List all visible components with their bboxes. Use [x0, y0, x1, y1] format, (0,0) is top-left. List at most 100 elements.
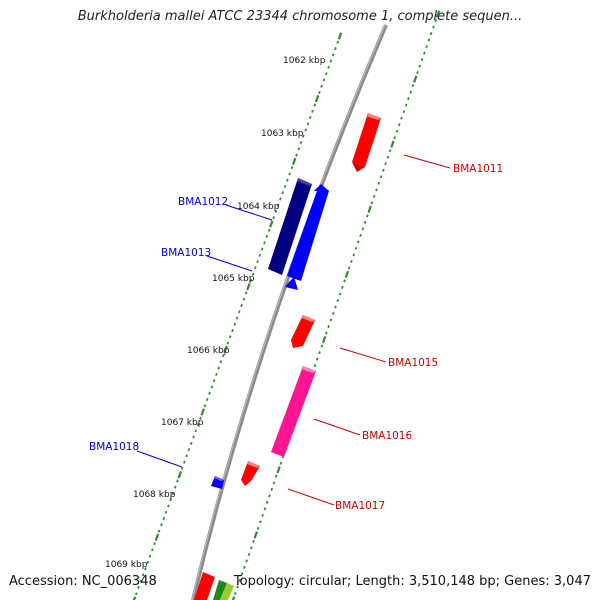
- kbp-label: 1066 kbp: [187, 346, 230, 356]
- tick-mark: [306, 122, 310, 126]
- gene-BMA1017[interactable]: [241, 461, 260, 486]
- tick-mark: [205, 397, 209, 402]
- tick-mark: [180, 466, 184, 470]
- gene-label-BMA1013[interactable]: BMA1013: [161, 247, 211, 259]
- tick-mark: [212, 379, 216, 383]
- tick-mark: [331, 53, 335, 57]
- tick-mark: [283, 184, 287, 188]
- tick-mark: [425, 45, 428, 49]
- gene-label-BMA1012[interactable]: BMA1012: [178, 196, 228, 208]
- tick-mark: [324, 72, 328, 76]
- tick-mark: [274, 474, 278, 478]
- tick-mark: [288, 172, 291, 176]
- tick-mark: [429, 31, 433, 36]
- tick-mark: [322, 78, 326, 82]
- tick-mark: [252, 539, 255, 543]
- tick-mark: [308, 115, 312, 120]
- tick-mark: [200, 408, 205, 416]
- tick-mark: [276, 466, 281, 474]
- gene-BMA1018[interactable]: [211, 476, 224, 489]
- tick-mark: [183, 460, 186, 464]
- tick-mark: [313, 103, 317, 107]
- reverse-strand-ticks: [132, 32, 343, 600]
- tick-mark: [314, 95, 320, 103]
- gene-BMA1011[interactable]: [352, 113, 381, 172]
- tick-mark: [139, 579, 143, 583]
- tick-mark: [260, 247, 264, 251]
- tick-mark: [187, 448, 191, 452]
- tick-mark: [237, 310, 241, 314]
- kbp-label: 1069 kbp: [105, 560, 148, 570]
- tick-mark: [416, 71, 419, 75]
- tick-mark: [154, 533, 160, 541]
- tick-mark: [286, 178, 289, 182]
- tick-mark: [299, 140, 303, 145]
- tick-mark: [217, 366, 220, 370]
- tick-mark: [382, 168, 385, 172]
- gene-label-BMA1011[interactable]: BMA1011: [453, 163, 503, 175]
- tick-mark: [435, 10, 441, 18]
- tick-mark: [153, 542, 156, 546]
- kbp-label: 1063 kbp: [261, 129, 304, 139]
- tick-mark: [221, 354, 225, 358]
- tick-mark: [146, 560, 150, 564]
- tick-mark: [363, 220, 367, 224]
- tick-mark: [359, 233, 362, 237]
- gene-BMA1012[interactable]: [268, 178, 312, 275]
- tick-mark: [144, 567, 147, 571]
- tick-mark: [320, 344, 324, 348]
- kbp-label: 1065 kbp: [212, 274, 255, 284]
- gene-label-BMA1017[interactable]: BMA1017: [335, 500, 385, 512]
- tick-mark: [337, 32, 343, 40]
- gene-label-BMA1015[interactable]: BMA1015: [388, 357, 438, 369]
- tick-mark: [199, 416, 202, 420]
- tick-mark: [164, 510, 168, 514]
- tick-mark: [331, 311, 335, 316]
- tick-mark: [336, 298, 340, 303]
- tick-mark: [276, 203, 280, 207]
- tick-mark: [194, 429, 198, 433]
- tick-mark: [327, 65, 330, 69]
- tick-mark: [402, 110, 406, 114]
- tick-mark: [251, 272, 255, 276]
- tick-mark: [377, 181, 381, 185]
- gene-partial-red[interactable]: [194, 572, 215, 600]
- tick-mark: [226, 341, 230, 345]
- tick-mark: [393, 136, 397, 140]
- tick-mark: [318, 90, 321, 94]
- tick-mark: [384, 162, 387, 166]
- tick-mark: [210, 385, 214, 389]
- tick-mark: [203, 404, 207, 408]
- tick-mark: [297, 147, 301, 151]
- chromosome-backbone: [191, 24, 388, 600]
- tick-mark: [236, 585, 239, 589]
- tick-mark: [256, 526, 260, 530]
- summary-text: Topology: circular; Length: 3,510,148 bp…: [233, 574, 591, 589]
- gene-partial-green[interactable]: [213, 580, 234, 600]
- tick-mark: [397, 123, 401, 127]
- tick-mark: [295, 153, 298, 157]
- tick-mark: [367, 205, 372, 213]
- tick-mark: [208, 391, 211, 395]
- gene-BMA1013[interactable]: [285, 184, 329, 290]
- tick-mark: [228, 335, 232, 339]
- tick-mark: [148, 554, 152, 558]
- tick-mark: [356, 240, 360, 244]
- tick-mark: [231, 328, 234, 333]
- tick-mark: [411, 84, 415, 88]
- tick-mark: [304, 128, 307, 132]
- tick-mark: [409, 90, 412, 94]
- tick-mark: [420, 58, 424, 62]
- tick-mark: [325, 331, 328, 335]
- gene-label-BMA1018[interactable]: BMA1018: [89, 441, 139, 453]
- tick-mark: [157, 529, 161, 533]
- gene-label-BMA1016[interactable]: BMA1016: [362, 430, 412, 442]
- tick-mark: [320, 84, 323, 88]
- tick-mark: [313, 364, 317, 368]
- tick-mark: [246, 283, 251, 291]
- tick-mark: [329, 59, 333, 63]
- tick-mark: [341, 285, 344, 290]
- gene-BMA1016[interactable]: [271, 366, 316, 457]
- gene-BMA1015[interactable]: [291, 315, 315, 348]
